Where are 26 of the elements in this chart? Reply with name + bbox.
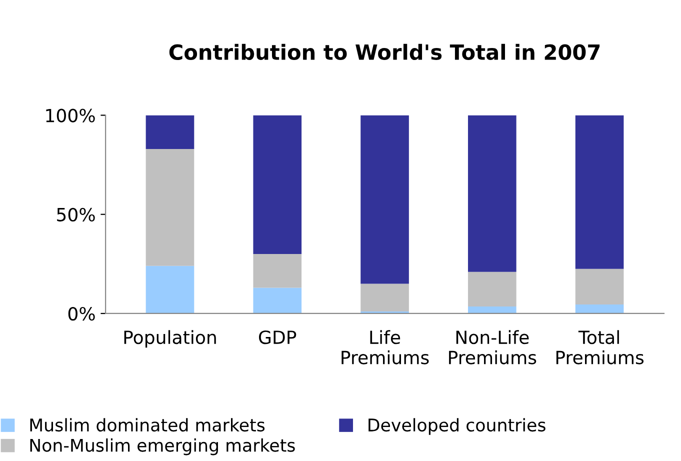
bar — [468, 306, 516, 314]
bar — [146, 115, 194, 149]
x-tick-label: GDP — [259, 330, 296, 344]
bar — [253, 288, 302, 314]
bar — [146, 266, 194, 314]
legend-label: Non-Muslim emerging markets — [30, 438, 295, 456]
bar — [146, 148, 194, 266]
y-tick-label: 0% — [68, 306, 95, 321]
bar — [575, 268, 624, 305]
x-tick-label: Total Premiums — [556, 330, 644, 364]
bar — [468, 272, 516, 307]
x-tick-label: Population — [124, 330, 216, 348]
bar — [360, 115, 409, 284]
y-tick-label: 100% — [46, 108, 95, 122]
bar — [468, 115, 516, 272]
legend-label: Developed countries — [368, 418, 546, 435]
bar — [253, 115, 302, 254]
bar — [575, 304, 624, 314]
y-tick-label: 50% — [57, 208, 95, 222]
bar — [253, 254, 302, 288]
x-tick-label: Life Premiums — [342, 330, 429, 364]
x-tick-label: Non-Life Premiums — [449, 330, 536, 364]
bar — [575, 115, 624, 269]
chart-title: Contribution to World's Total in 2007 — [169, 44, 600, 60]
bar — [360, 284, 409, 312]
legend-label: Muslim dominated markets — [30, 418, 265, 432]
